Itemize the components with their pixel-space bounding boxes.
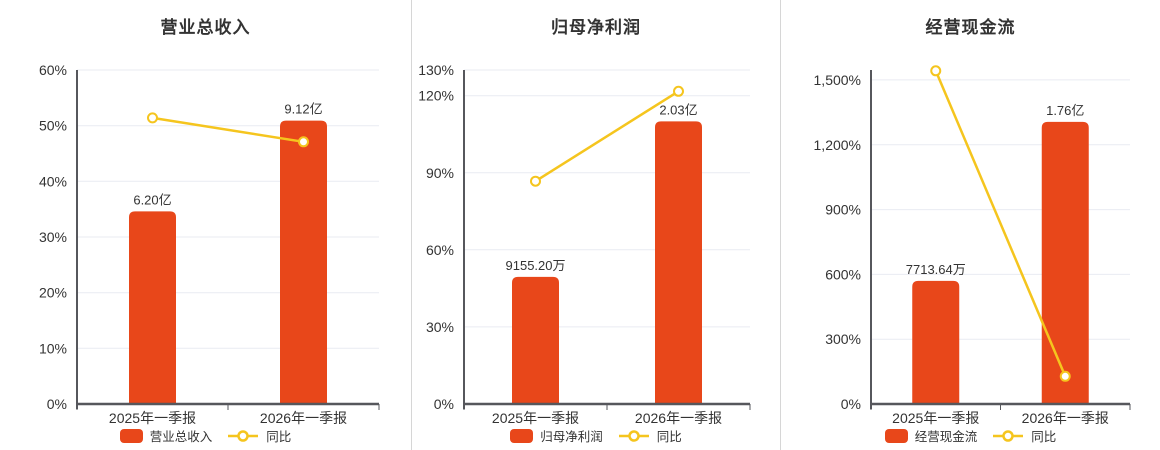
bar-value-label: 2.03亿 (659, 102, 697, 117)
legend-item-yoy-line[interactable]: 同比 (227, 426, 291, 445)
bar-2026年一季报[interactable] (655, 121, 702, 404)
legend-item-bar-series[interactable]: 归母净利润 (510, 426, 603, 445)
yoy-marker[interactable] (1059, 370, 1071, 382)
bar-value-label: 1.76亿 (1046, 103, 1084, 118)
legend-item-bar-series[interactable]: 营业总收入 (119, 426, 213, 445)
chart-title-operating-revenue: 营业总收入 (160, 18, 251, 37)
chart-canvas-operating-revenue: 0% 10% 20% 30% 40% 50% 60% 6.20亿 9.12亿 2025年一季报 20… (39, 62, 380, 426)
legend-line-label: 同比 (1031, 430, 1057, 444)
y-axis-tick-label: 60% (39, 62, 67, 78)
bar-2025年一季报[interactable] (912, 280, 960, 404)
x-category-label: 2025年一季报 (492, 410, 579, 426)
y-axis-tick-label: 90% (426, 165, 454, 181)
bar-value-label: 6.20亿 (133, 192, 171, 207)
legend-item-yoy-line[interactable]: 同比 (992, 426, 1056, 445)
yoy-marker[interactable] (930, 65, 942, 77)
chart-legend: 经营现金流 同比 (781, 426, 1160, 445)
chart-title-operating-cash-flow: 经营现金流 (925, 18, 1016, 37)
y-axis-tick-label: 10% (39, 340, 67, 356)
yoy-marker[interactable] (147, 112, 158, 124)
panel-operating-revenue: 营业总收入 0% 10% 20% 30% 40% 50% 60% 6.20亿 9.12亿 2025… (0, 0, 412, 450)
y-axis-tick-label: 600% (825, 266, 861, 282)
chart-legend: 营业总收入 同比 (0, 426, 411, 445)
y-axis-tick-label: 300% (825, 331, 861, 347)
y-axis-tick-label: 0% (47, 396, 67, 412)
yoy-marker[interactable] (298, 136, 309, 148)
y-axis-tick-label: 50% (39, 118, 67, 134)
yoy-line (534, 90, 680, 183)
y-axis-tick-label: 1,200% (814, 137, 861, 153)
bar-value-label: 7713.64万 (906, 262, 966, 277)
legend-bar-label: 归母净利润 (540, 430, 603, 444)
y-axis-tick-label: 30% (39, 229, 67, 245)
x-category-label: 2025年一季报 (892, 410, 979, 426)
bar-swatch-icon (510, 428, 534, 443)
y-axis-tick-label: 1,500% (814, 72, 861, 88)
line-marker-icon (993, 429, 1024, 442)
chart-legend: 归母净利润 同比 (412, 426, 780, 445)
bar-swatch-icon (119, 428, 143, 443)
chart-canvas-net-profit: 0% 30% 60% 90% 120% 130% 9155.20万 2.03亿 2025年一季报… (418, 62, 751, 426)
yoy-marker[interactable] (673, 85, 684, 97)
bar-value-label: 9.12亿 (284, 102, 322, 117)
chart-title-net-profit: 归母净利润 (551, 18, 641, 37)
panel-net-profit: 归母净利润 0% 30% 60% 90% 120% 130% 9155.20万 2.03亿 20… (412, 0, 781, 450)
legend-bar-label: 经营现金流 (914, 430, 978, 444)
panel-operating-cash-flow: 经营现金流 0% 300% 600% 900% 1,200% 1,500% 7713.64万… (781, 0, 1160, 450)
y-axis-tick-label: 900% (825, 202, 861, 218)
yoy-marker[interactable] (530, 175, 541, 187)
bar-2026年一季报[interactable] (1041, 121, 1089, 404)
y-axis-tick-label: 0% (434, 396, 454, 412)
y-axis-tick-label: 20% (39, 285, 67, 301)
legend-line-label: 同比 (656, 430, 682, 444)
y-axis-tick-label: 30% (426, 319, 454, 335)
line-marker-icon (228, 429, 259, 442)
y-axis-tick-label: 40% (39, 173, 67, 189)
y-axis-tick-label: 0% (841, 396, 861, 412)
bar-value-label: 9155.20万 (506, 258, 566, 273)
x-category-label: 2026年一季报 (635, 410, 722, 426)
x-category-label: 2026年一季报 (260, 410, 347, 426)
bar-2026年一季报[interactable] (280, 120, 327, 404)
y-axis-tick-label: 60% (426, 242, 454, 258)
legend-item-yoy-line[interactable]: 同比 (618, 426, 682, 445)
yoy-line (152, 116, 304, 144)
x-category-label: 2025年一季报 (109, 410, 196, 426)
chart-canvas-operating-cash-flow: 0% 300% 600% 900% 1,200% 1,500% 7713.64万 1.76亿 2… (814, 65, 1131, 426)
bar-swatch-icon (884, 428, 908, 443)
y-axis-tick-label: 130% (418, 62, 454, 78)
yoy-line (934, 70, 1067, 377)
line-marker-icon (618, 429, 649, 442)
bar-2025年一季报[interactable] (129, 211, 176, 404)
x-category-label: 2026年一季报 (1022, 410, 1109, 426)
legend-item-bar-series[interactable]: 经营现金流 (884, 426, 978, 445)
bar-2025年一季报[interactable] (512, 276, 559, 404)
legend-line-label: 同比 (266, 430, 292, 444)
y-axis-tick-label: 120% (418, 88, 454, 104)
legend-bar-label: 营业总收入 (149, 430, 213, 444)
